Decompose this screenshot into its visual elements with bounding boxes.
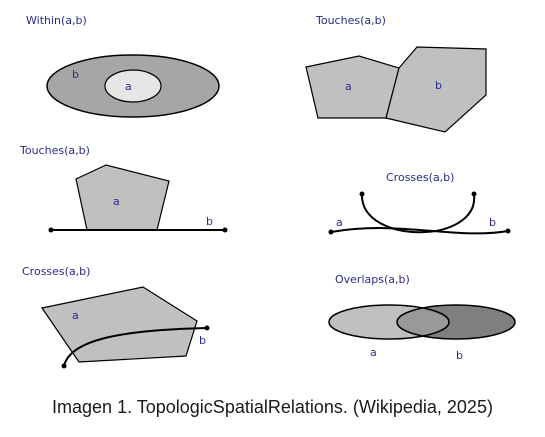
touches-polygons-title: Touches(a,b) bbox=[315, 14, 386, 27]
within-ellipse-a bbox=[104, 69, 162, 103]
touches-line-polygon-a bbox=[75, 164, 170, 231]
crosses-polygon-a bbox=[40, 286, 198, 363]
crosses-lines-label-a: a bbox=[336, 216, 343, 229]
crosses-polygon-line-start bbox=[61, 363, 67, 369]
crosses-line-a-end bbox=[505, 228, 511, 234]
panel-overlaps: Overlaps(a,b) a b bbox=[328, 273, 516, 362]
touches-polygons-label-a: a bbox=[345, 80, 352, 93]
overlaps-ellipse-b-outline bbox=[396, 304, 516, 340]
touches-line-endpoint-left bbox=[48, 227, 54, 233]
crosses-lines-title: Crosses(a,b) bbox=[386, 171, 454, 184]
crosses-polygon-line-b bbox=[63, 327, 208, 367]
crosses-line-a bbox=[330, 227, 509, 235]
panel-touches-polygons: Touches(a,b) a b bbox=[305, 14, 487, 133]
panel-within: Within(a,b) b a bbox=[26, 14, 220, 118]
touches-line-label-a: a bbox=[113, 195, 120, 208]
touches-polygon-b bbox=[385, 46, 487, 133]
within-title: Within(a,b) bbox=[26, 14, 87, 27]
crosses-polygon-label-a: a bbox=[72, 309, 79, 322]
overlaps-label-b: b bbox=[456, 349, 463, 362]
overlaps-intersection bbox=[397, 305, 449, 339]
touches-line-label-b: b bbox=[206, 215, 213, 228]
within-label-b: b bbox=[72, 68, 79, 81]
overlaps-title: Overlaps(a,b) bbox=[335, 273, 410, 286]
touches-line-title: Touches(a,b) bbox=[19, 144, 90, 157]
touches-line-endpoint-right bbox=[222, 227, 228, 233]
crosses-line-b-end bbox=[471, 191, 477, 197]
panel-crosses-lines: Crosses(a,b) a b bbox=[328, 171, 511, 235]
crosses-polygon-title: Crosses(a,b) bbox=[22, 265, 90, 278]
crosses-line-a-start bbox=[328, 229, 334, 235]
panel-crosses-polygon: Crosses(a,b) a b bbox=[22, 265, 210, 369]
within-label-a: a bbox=[125, 80, 132, 93]
overlaps-ellipse-a-outline bbox=[328, 304, 450, 340]
crosses-line-b-start bbox=[359, 191, 365, 197]
crosses-polygon-line-end bbox=[204, 325, 210, 331]
panel-touches-line: Touches(a,b) a b bbox=[19, 144, 228, 233]
crosses-lines-label-b: b bbox=[489, 216, 496, 229]
figure-caption: Imagen 1. TopologicSpatialRelations. (Wi… bbox=[52, 397, 493, 417]
overlaps-label-a: a bbox=[370, 346, 377, 359]
crosses-line-b bbox=[360, 193, 476, 234]
touches-polygons-label-b: b bbox=[435, 79, 442, 92]
crosses-polygon-label-b: b bbox=[199, 334, 206, 347]
touches-polygon-a bbox=[305, 55, 400, 119]
